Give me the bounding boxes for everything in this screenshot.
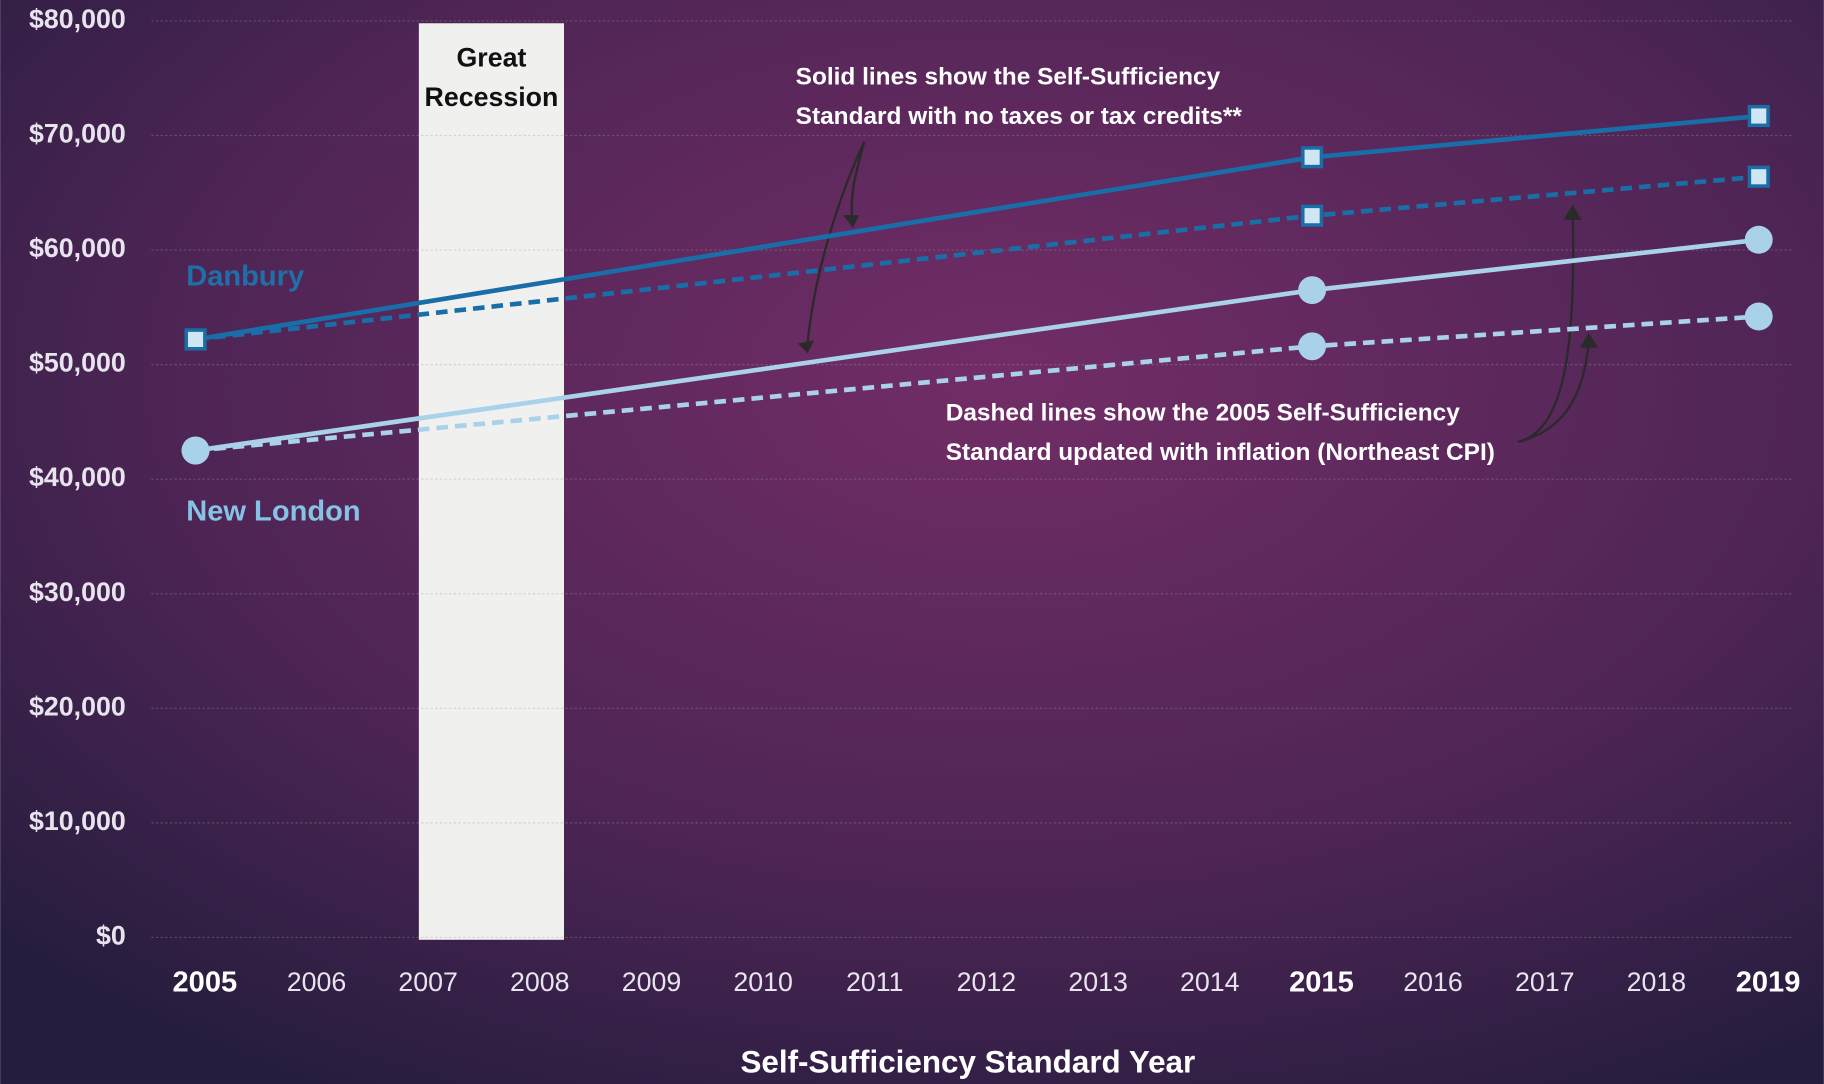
arrow (1517, 339, 1591, 444)
arrow (806, 141, 866, 347)
series-label: New London (186, 496, 360, 528)
marker (1298, 276, 1327, 305)
y-tick-label: $50,000 (29, 348, 126, 378)
y-tick-label: $70,000 (29, 119, 126, 149)
note: Standard with no taxes or tax credits** (796, 103, 1243, 130)
y-tick-label: $10,000 (29, 806, 126, 836)
y-tick-label: $60,000 (29, 233, 126, 263)
x-tick-label: 2012 (957, 967, 1017, 997)
shaded-region-label: Recession (425, 82, 559, 112)
x-tick-label: 2013 (1068, 967, 1128, 997)
x-tick-label: 2019 (1736, 967, 1801, 999)
x-tick-label: 2011 (846, 967, 904, 997)
y-tick-label: $20,000 (29, 691, 126, 721)
marker (181, 436, 210, 465)
x-tick-label: 2017 (1515, 967, 1575, 997)
note: Standard updated with inflation (Northea… (946, 439, 1495, 466)
x-tick-label: 2005 (173, 967, 238, 999)
note: Dashed lines show the 2005 Self-Sufficie… (946, 400, 1460, 427)
marker (1301, 146, 1324, 169)
marker (1744, 225, 1773, 254)
x-tick-label: 2014 (1180, 967, 1240, 997)
x-tick-label: 2009 (622, 967, 682, 997)
marker (1747, 165, 1770, 188)
x-tick-label: 2010 (733, 967, 793, 997)
x-tick-label: 2006 (287, 967, 347, 997)
x-tick-label: 2016 (1403, 967, 1463, 997)
y-tick-label: $80,000 (29, 4, 126, 34)
series-label: Danbury (186, 261, 304, 293)
y-tick-label: $40,000 (29, 462, 126, 492)
shaded-region-label: Great (456, 42, 526, 72)
marker (1744, 302, 1773, 331)
marker (1747, 104, 1770, 128)
annotation-arrows (797, 141, 1598, 444)
marker (184, 328, 207, 351)
shaded-region (418, 23, 565, 940)
x-tick-label: 2015 (1289, 967, 1354, 999)
x-tick-label: 2018 (1627, 967, 1687, 997)
y-tick-label: $0 (96, 921, 126, 951)
x-tick-label: 2008 (510, 967, 570, 997)
note: Solid lines show the Self-Sufficiency (796, 63, 1221, 90)
marker (1298, 332, 1327, 361)
x-tick-label: 2007 (398, 967, 458, 997)
x-axis-title: Self-Sufficiency Standard Year (740, 1045, 1195, 1080)
marker (1301, 204, 1324, 227)
y-tick-label: $30,000 (29, 577, 126, 607)
